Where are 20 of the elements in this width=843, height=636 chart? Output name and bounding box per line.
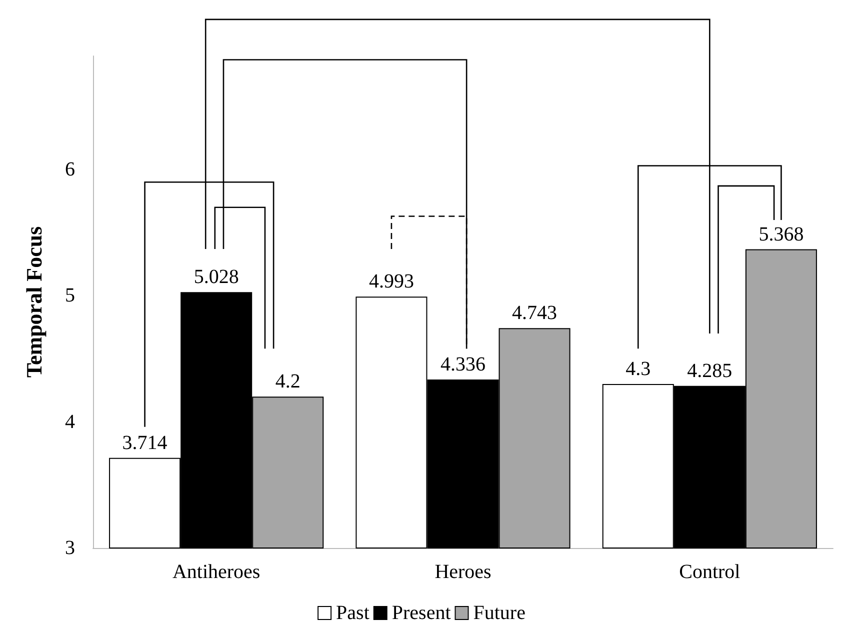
data-label: 5.368 bbox=[758, 223, 804, 246]
data-label: 4.336 bbox=[440, 353, 486, 376]
data-label: 4.3 bbox=[626, 358, 651, 380]
x-tick-label: Control bbox=[679, 561, 741, 583]
y-axis-title: Temporal Focus bbox=[22, 226, 46, 378]
x-tick-label: Antiheroes bbox=[172, 561, 260, 583]
y-tick-label: 5 bbox=[65, 284, 75, 307]
data-label: 4.2 bbox=[275, 370, 300, 393]
legend-label: Future bbox=[473, 602, 526, 624]
x-tick-label: Heroes bbox=[434, 561, 492, 583]
y-tick-label: 6 bbox=[65, 158, 75, 181]
legend-label: Present bbox=[392, 602, 452, 624]
legend-label: Past bbox=[336, 602, 370, 624]
data-label: 5.028 bbox=[194, 266, 239, 288]
data-label: 4.285 bbox=[687, 360, 732, 382]
y-tick-label: 4 bbox=[65, 410, 75, 433]
data-label: 3.714 bbox=[122, 432, 168, 454]
y-tick-label: 3 bbox=[65, 537, 75, 559]
data-label: 4.743 bbox=[512, 302, 558, 324]
data-label: 4.993 bbox=[368, 270, 414, 293]
